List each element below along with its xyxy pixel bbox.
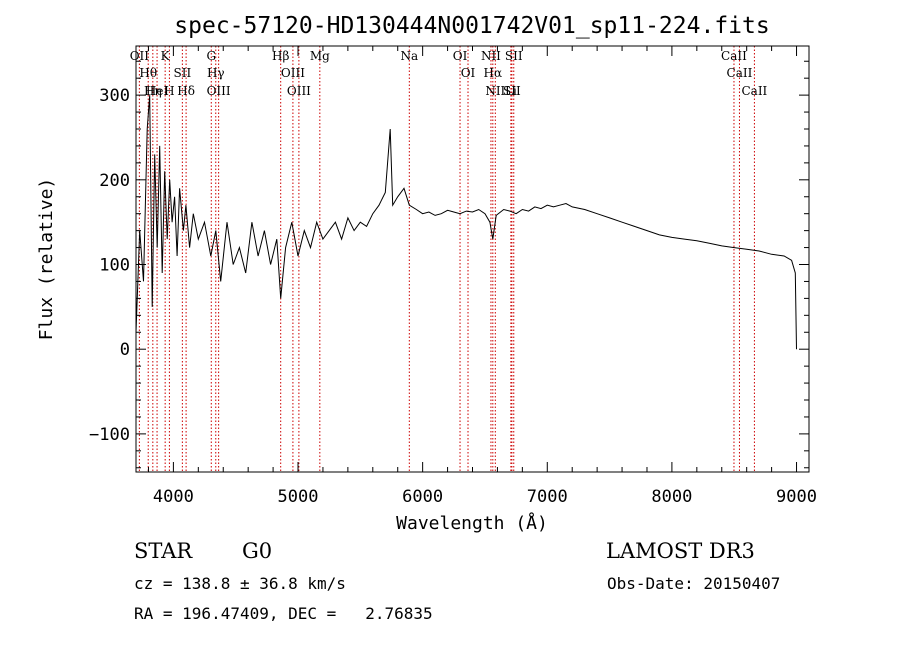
x-tick-label-1: 5000 (278, 487, 319, 507)
plot-frame (135, 45, 810, 473)
line-marker-label-24: CaII (721, 49, 747, 63)
y-tick-label-3: 200 (99, 171, 130, 191)
line-marker-label-6: SII (174, 66, 192, 80)
line-marker-label-4: K (161, 49, 171, 63)
y-axis-ticks: −100 0 100 200 300 (89, 60, 809, 469)
line-marker-label-9: Hγ (207, 66, 225, 80)
line-marker-label-17: OI (461, 66, 476, 80)
line-marker-label-12: OIII (281, 66, 305, 80)
line-marker-label-13: OIII (287, 84, 311, 98)
x-tick-label-0: 4000 (153, 487, 194, 507)
line-marker-label-0: OII (130, 49, 150, 63)
line-marker-label-18: NII (481, 49, 501, 63)
x-axis-label: Wavelength (Å) (396, 512, 548, 534)
line-marker-label-22: SII (503, 84, 521, 98)
line-marker-label-19: Hα (484, 66, 503, 80)
line-marker-label-10: OIII (207, 84, 231, 98)
x-tick-label-2: 6000 (402, 487, 443, 507)
y-tick-label-1: 0 (120, 340, 130, 360)
spectrum-line (135, 95, 797, 350)
object-class: STAR (134, 539, 193, 563)
x-tick-label-5: 9000 (776, 487, 817, 507)
line-marker-label-1: Hθ (139, 66, 157, 80)
line-marker-label-26: CaII (741, 84, 767, 98)
line-marker-label-20: NII (485, 84, 505, 98)
line-marker-label-3: HeI (146, 84, 169, 98)
coordinates: RA = 196.47409, DEC = 2.76835 (134, 604, 433, 623)
spectral-line-markers (138, 46, 755, 472)
object-subclass: G0 (242, 539, 273, 563)
y-tick-label-0: −100 (89, 425, 130, 445)
line-marker-label-11: Hβ (272, 49, 289, 63)
line-marker-label-23: SII (505, 49, 523, 63)
x-tick-label-4: 8000 (651, 487, 692, 507)
redshift-value: cz = 138.8 ± 36.8 km/s (134, 574, 346, 593)
y-axis-label: Flux (relative) (36, 178, 57, 341)
y-tick-label-2: 100 (99, 256, 130, 276)
line-marker-label-14: Mg (310, 49, 330, 63)
survey-name: LAMOST DR3 (606, 539, 755, 563)
x-axis-ticks: 4000 5000 6000 7000 8000 9000 (147, 46, 817, 507)
line-marker-label-2: Hη (144, 84, 162, 98)
line-marker-label-15: Na (400, 49, 418, 63)
line-marker-label-5: H (164, 84, 174, 98)
y-tick-label-4: 300 (99, 86, 130, 106)
line-marker-label-8: G (206, 49, 216, 63)
chart-title: spec-57120-HD130444N001742V01_sp11-224.f… (174, 13, 769, 39)
line-marker-label-16: OI (453, 49, 468, 63)
line-marker-label-7: Hδ (177, 84, 195, 98)
line-marker-label-25: CaII (727, 66, 753, 80)
x-tick-label-3: 7000 (527, 487, 568, 507)
line-marker-label-21: Li (505, 84, 517, 98)
observation-date: Obs-Date: 20150407 (607, 574, 781, 593)
